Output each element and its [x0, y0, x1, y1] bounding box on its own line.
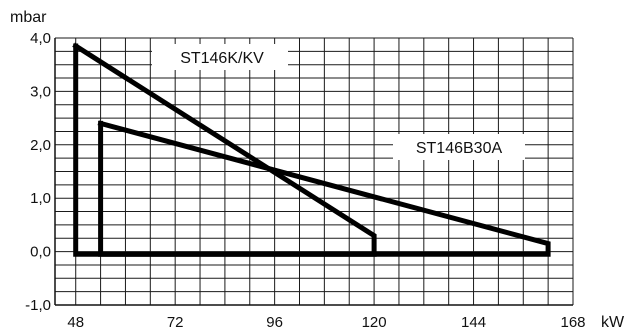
series-layer [72, 42, 551, 257]
y-tick-label: 2,0 [30, 137, 51, 154]
y-tick-label: 1,0 [30, 190, 51, 207]
y-tick-label: 0,0 [30, 244, 51, 261]
y-tick-label: -1,0 [25, 297, 51, 314]
x-axis-label: kW [601, 314, 625, 331]
series-line-1 [97, 120, 551, 257]
series-label-bg [393, 134, 525, 160]
x-tick-label: 144 [461, 314, 486, 331]
x-tick-label: 48 [67, 314, 84, 331]
x-tick-label: 72 [167, 314, 184, 331]
tick-labels: -1,0 0,0 1,0 2,0 3,0 4,0 48 72 96 120 144 168 [25, 30, 585, 331]
y-tick-label: 4,0 [30, 30, 51, 47]
series-label: ST146K/KV [180, 50, 264, 67]
series-label-bg [152, 44, 288, 70]
y-tick-label: 3,0 [30, 83, 51, 100]
y-axis-label: mbar [10, 9, 47, 26]
x-tick-label: 168 [560, 314, 585, 331]
x-tick-label: 96 [266, 314, 283, 331]
grid [54, 37, 574, 306]
x-tick-label: 120 [362, 314, 387, 331]
series-label: ST146B30A [416, 140, 503, 157]
series-labels: ST146K/KV ST146B30A [152, 44, 525, 160]
